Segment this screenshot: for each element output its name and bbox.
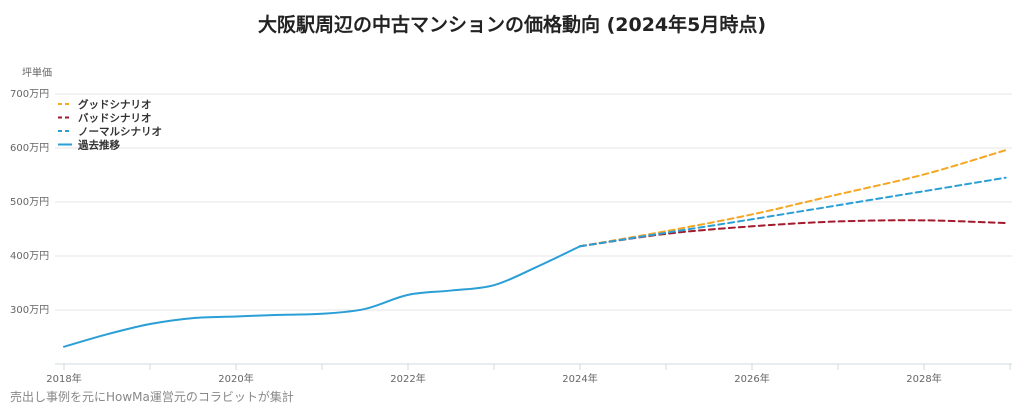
legend-label: バッドシナリオ [78, 113, 152, 125]
legend-item[interactable]: 過去推移 [58, 139, 120, 152]
legend-item[interactable]: グッドシナリオ [58, 98, 152, 111]
x-tick-label: 2028年 [906, 372, 941, 385]
y-tick-label: 500万円 [10, 197, 49, 208]
legend-item[interactable]: バッドシナリオ [58, 113, 152, 125]
x-tick-label: 2020年 [218, 372, 253, 385]
source-note: 売出し事例を元にHowMa運営元のコラビットが集計 [10, 390, 294, 404]
chart-title: 大阪駅周辺の中古マンションの価格動向 (2024年5月時点) [257, 14, 767, 36]
series-bad-scenario-line [579, 219, 1007, 248]
y-tick-label: 400万円 [10, 251, 49, 262]
x-tick-label: 2026年 [734, 372, 769, 385]
grid-layer [55, 93, 1012, 311]
y-tick-label: 600万円 [10, 143, 49, 154]
x-tick-label: 2022年 [390, 372, 425, 385]
series-good-scenario-line [579, 149, 1007, 248]
legend-label: グッドシナリオ [78, 98, 152, 111]
series-layer [63, 149, 1007, 348]
legend-label: 過去推移 [77, 139, 120, 152]
x-tick-label: 2024年 [562, 372, 597, 385]
series-historical-line [63, 245, 581, 348]
legend-label: ノーマルシナリオ [78, 126, 162, 138]
legend-item[interactable]: ノーマルシナリオ [58, 126, 162, 138]
y-axis-label: 坪単価 [22, 66, 52, 79]
x-tick-label: 2018年 [46, 372, 81, 385]
axis-layer: 300万円 400万円 500万円 600万円 700万円 2018年 2020年 2022年… [10, 89, 1012, 385]
y-tick-label: 700万円 [10, 89, 49, 100]
series-normal-scenario-line [579, 176, 1007, 248]
y-tick-label: 300万円 [10, 305, 49, 316]
